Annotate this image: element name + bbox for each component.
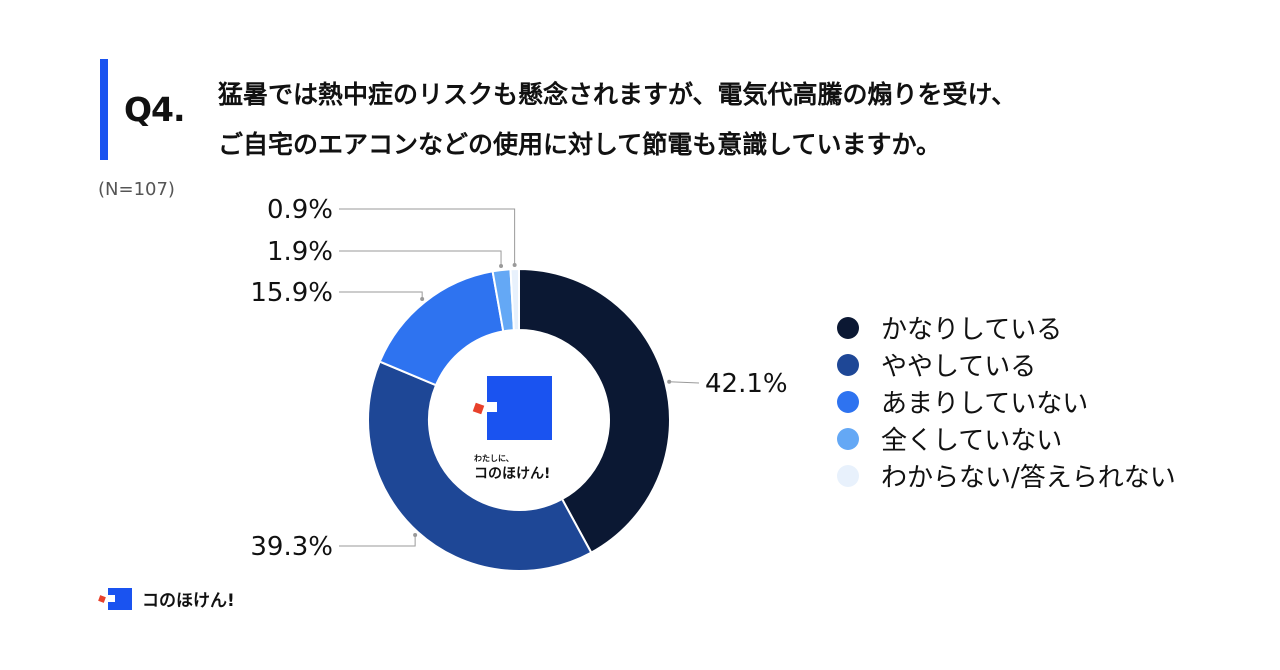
legend-label: 全くしていない	[881, 426, 1063, 456]
value-label: 0.9%	[267, 195, 333, 225]
legend-label: あまりしていない	[881, 389, 1089, 419]
legend-dot	[837, 353, 859, 376]
leader-dot	[667, 379, 672, 384]
legend-item: わからない/答えられない	[837, 457, 1176, 494]
leader-line	[339, 250, 502, 267]
donut-slices	[367, 267, 671, 572]
logo-blue-square	[487, 376, 552, 440]
leader-dot	[413, 533, 418, 538]
leader-line	[339, 208, 516, 266]
logo-red-square	[472, 402, 485, 415]
value-label: 39.3%	[250, 532, 333, 562]
leader-lines	[339, 208, 700, 547]
legend-item: ややしている	[837, 346, 1176, 383]
question-text: 猛暑では熱中症のリスクも懸念されますが、電気代高騰の煽りを受け、 ご自宅のエアコ…	[218, 70, 1218, 170]
leader-dot	[499, 264, 504, 269]
logo-notch	[487, 402, 497, 412]
value-label: 1.9%	[267, 237, 333, 267]
legend-item: かなりしている	[837, 309, 1176, 346]
question-line-2: ご自宅のエアコンなどの使用に対して節電も意識していますか。	[218, 130, 942, 159]
legend-label: ややしている	[881, 352, 1037, 382]
leader-line	[669, 381, 700, 384]
leader-dot	[512, 263, 517, 268]
question-line-1: 猛暑では熱中症のリスクも懸念されますが、電気代高騰の煽りを受け、	[218, 80, 1017, 109]
value-label: 42.1%	[705, 369, 788, 399]
leader-line	[339, 291, 423, 299]
footer-brand: コのほけん!	[142, 591, 235, 611]
donut-slice	[378, 270, 505, 387]
logo-name: コのほけん!	[474, 466, 550, 482]
value-label: 15.9%	[250, 278, 333, 308]
footer-logo-mark	[98, 587, 132, 610]
value-labels: 42.1% 39.3% 15.9% 1.9% 0.9%	[250, 195, 787, 562]
legend-item: あまりしていない	[837, 383, 1176, 420]
donut-slice	[367, 360, 593, 572]
legend-dot	[837, 316, 859, 339]
center-logo: わたしに、 コのほけん!	[472, 376, 552, 482]
question-number: Q4.	[124, 90, 186, 129]
question-accent-bar	[100, 59, 108, 160]
legend: かなりしている ややしている あまりしていない 全くしていない わからない/答え…	[837, 309, 1176, 494]
legend-item: 全くしていない	[837, 420, 1176, 457]
legend-label: かなりしている	[881, 315, 1063, 345]
sample-size: (N=107)	[98, 179, 175, 200]
leader-line	[339, 535, 416, 547]
legend-label: わからない/答えられない	[881, 463, 1176, 493]
legend-dot	[837, 390, 859, 413]
donut-slice	[509, 267, 520, 332]
legend-dot	[837, 427, 859, 450]
legend-dot	[837, 464, 859, 487]
leader-dot	[420, 296, 425, 301]
logo-tagline: わたしに、	[474, 453, 514, 463]
footer-logo: コのほけん!	[98, 586, 235, 611]
donut-slice	[518, 267, 671, 554]
